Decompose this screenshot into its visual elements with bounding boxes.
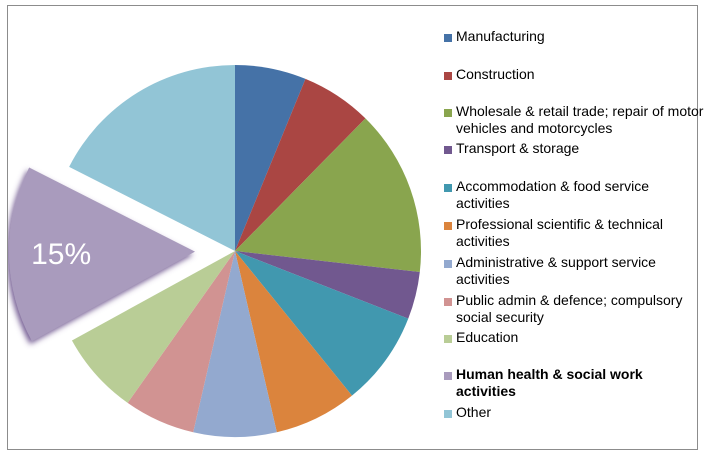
legend-swatch — [444, 34, 452, 42]
pie-slice-wholesale-retail-trade-repair-of-motor-vehicles-and-motorcycles — [235, 118, 421, 273]
pie-slice-administrative-support-service-activities — [193, 251, 277, 437]
legend-swatch — [444, 372, 452, 380]
pie-slice-education — [71, 251, 235, 403]
legend-swatch — [444, 109, 452, 117]
legend-label: Education — [456, 329, 519, 345]
legend-swatch — [444, 298, 452, 306]
legend-swatch — [444, 72, 452, 80]
pie-chart: 15% — [9, 64, 421, 437]
chart-frame: 15% Manufacturing Construction Wholesale &… — [7, 5, 703, 450]
legend-label: Administrative & support service activit… — [456, 254, 656, 287]
legend-label: Construction — [456, 66, 535, 82]
legend-swatch — [444, 146, 452, 154]
pie-slice-public-admin-defence-compulsory-social-security — [127, 251, 235, 433]
legend-swatch — [444, 222, 452, 230]
pie-slice-human-health-social-work-activities — [9, 167, 196, 342]
legend-label: Wholesale & retail trade; repair of moto… — [456, 103, 704, 136]
pie-slice-other — [69, 64, 235, 251]
legend-swatch — [444, 410, 452, 418]
legend-label: Manufacturing — [456, 28, 545, 44]
legend-swatch — [444, 184, 452, 192]
pie-slice-accommodation-food-service-activities — [235, 251, 409, 396]
pie-slice-transport-storage — [235, 251, 420, 319]
pie-slice-construction — [235, 78, 366, 252]
legend-swatch — [444, 335, 452, 343]
legend-swatch — [444, 260, 452, 268]
pie-slice-manufacturing — [235, 65, 306, 251]
legend-label: Transport & storage — [456, 140, 580, 156]
legend-label: Human health & social work activities — [456, 366, 643, 399]
legend-label: Public admin & defence; compulsory socia… — [456, 292, 683, 325]
legend-label: Accommodation & food service activities — [456, 178, 649, 211]
data-label-human-health-social-work-activities: 15% — [31, 238, 91, 271]
pie-slice-professional-scientific-technical-activities — [235, 251, 352, 433]
legend-label: Other — [456, 404, 492, 420]
legend-label: Professional scientific & technical acti… — [456, 216, 663, 249]
